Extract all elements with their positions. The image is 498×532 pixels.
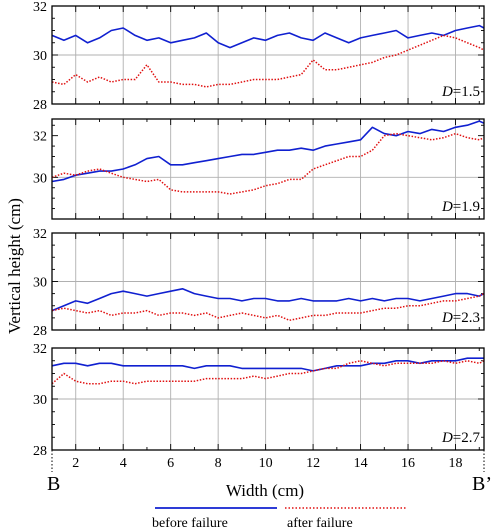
legend-after: after failure: [287, 516, 353, 531]
panel-3: 28 30 32 D=2.3: [33, 227, 485, 339]
x-tick-label: 4: [120, 456, 127, 471]
plot-frame: [51, 5, 485, 105]
x-tick-label: 16: [401, 456, 415, 471]
legend-before: before failure: [152, 516, 228, 531]
series-after-line: [51, 132, 485, 195]
series-after-line: [51, 360, 485, 385]
series-before-line: [51, 120, 485, 183]
x-tick-label: 8: [215, 456, 222, 471]
panel-d-value: =2.3: [453, 310, 480, 326]
series-after-line: [51, 34, 485, 88]
panel-d-label: D=1.5: [441, 84, 480, 100]
panel-1: 28 30 32 D=1.5: [33, 0, 485, 113]
y-axis-label: Vertical height (cm): [5, 198, 24, 334]
x-tick-label: 14: [354, 456, 368, 471]
plot-frame: [51, 118, 485, 220]
series-after-line: [51, 292, 485, 322]
y-tick-label: 28: [33, 324, 47, 339]
y-tick-label: 32: [33, 0, 47, 15]
marker-b-prime: B’: [472, 473, 492, 495]
panel-d-value: =1.9: [453, 199, 480, 215]
plot-frame: [51, 347, 485, 451]
panel-d-value: =1.5: [453, 84, 480, 100]
panel-d-label: D=2.7: [441, 430, 481, 446]
series-before-line: [51, 287, 485, 312]
y-tick-label: 30: [33, 393, 47, 408]
plot-frame: [51, 232, 485, 331]
panel-d-label: D=2.3: [441, 310, 480, 326]
panel-d-symbol: D: [441, 84, 453, 100]
series-before-line: [51, 357, 484, 372]
legend: before failure after failure: [152, 507, 407, 531]
panel-d-symbol: D: [441, 430, 453, 446]
y-tick-label: 32: [33, 342, 47, 357]
panel-d-symbol: D: [441, 199, 453, 215]
y-tick-label: 30: [33, 171, 47, 186]
y-tick-label: 32: [33, 227, 47, 242]
y-tick-label: 30: [33, 49, 47, 64]
y-tick-label: 28: [33, 98, 47, 113]
panel-2: 30 32 D=1.9: [33, 118, 485, 220]
x-tick-label: 12: [306, 456, 320, 471]
panel-d-value: =2.7: [453, 430, 481, 446]
panel-4: 28 30 32 D=2.7 2 4 6 8 10 12 14 16 18: [33, 342, 485, 471]
panel-d-symbol: D: [441, 310, 453, 326]
y-tick-label: 32: [33, 130, 47, 145]
series-before-line: [51, 24, 485, 49]
y-tick-label: 30: [33, 276, 47, 291]
x-axis-label: Width (cm): [226, 481, 304, 500]
x-tick-label: 10: [259, 456, 273, 471]
x-tick-label: 18: [449, 456, 463, 471]
panel-d-label: D=1.9: [441, 199, 480, 215]
x-tick-label: 2: [72, 456, 79, 471]
x-tick-label: 6: [167, 456, 174, 471]
marker-b: B: [47, 473, 60, 495]
y-tick-label: 28: [33, 444, 47, 459]
